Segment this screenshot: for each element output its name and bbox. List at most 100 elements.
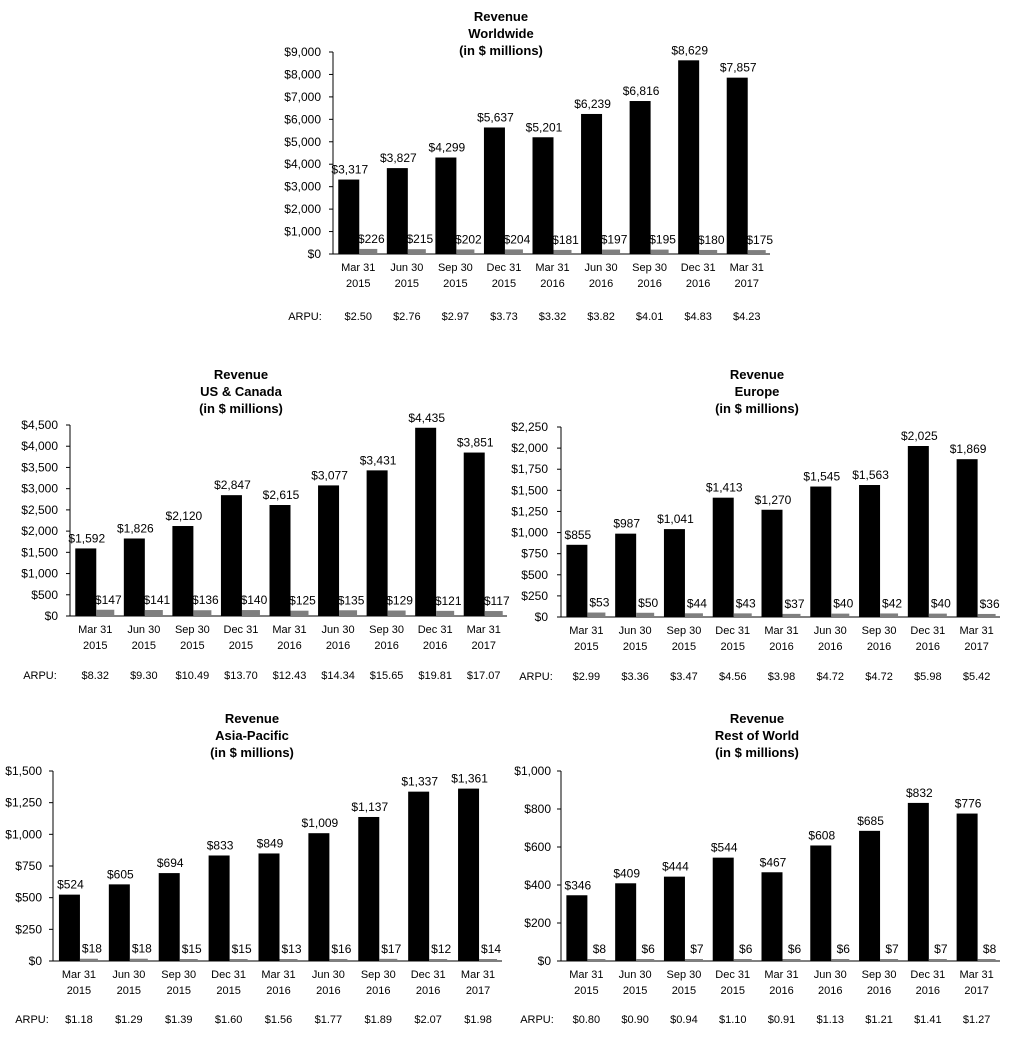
us-canada-x-tick-label: 2015 <box>180 640 204 652</box>
europe-bar-revenue-label: $2,025 <box>901 429 938 443</box>
worldwide-bar-secondary <box>359 248 378 254</box>
europe-bar-revenue <box>566 544 588 617</box>
europe-title-line: Revenue <box>730 367 784 382</box>
us-canada-y-tick-label: $1,000 <box>21 567 58 581</box>
europe-bar-revenue <box>761 509 783 617</box>
us-canada-bar-secondary <box>290 610 309 616</box>
rest-of-world-bar-secondary <box>831 959 850 961</box>
rest-of-world-arpu-value: $1.13 <box>817 1014 845 1026</box>
europe-bar-revenue-label: $1,041 <box>657 512 694 526</box>
asia-pacific-x-tick-label: 2016 <box>266 985 290 997</box>
asia-pacific-title-line: Revenue <box>225 711 279 726</box>
us-canada-bar-revenue <box>463 452 485 616</box>
asia-pacific-bar-secondary-label: $17 <box>381 942 401 956</box>
europe-x-tick-label: 2015 <box>672 641 696 653</box>
europe-bar-secondary-label: $44 <box>687 596 707 610</box>
us-canada-y-tick-label: $3,500 <box>21 460 58 474</box>
europe-x-tick-label: Mar 31 <box>959 625 993 637</box>
asia-pacific-bar-revenue-label: $1,009 <box>302 816 339 830</box>
asia-pacific-bar-secondary-label: $12 <box>431 942 451 956</box>
asia-pacific-bar-secondary-label: $16 <box>331 942 351 956</box>
worldwide-bar-revenue-label: $6,239 <box>574 97 611 111</box>
europe-y-tick-label: $1,250 <box>511 504 548 518</box>
worldwide-x-tick-label: 2016 <box>540 278 564 290</box>
asia-pacific-arpu-value: $1.29 <box>115 1014 143 1026</box>
worldwide-bar-secondary <box>407 249 426 254</box>
europe-bar-secondary-label: $40 <box>931 597 951 611</box>
us-canada-bar-revenue-label: $1,592 <box>68 531 105 545</box>
asia-pacific-bar-revenue <box>208 855 230 961</box>
worldwide-bar-revenue-label: $3,317 <box>331 163 368 177</box>
us-canada-bar-secondary-label: $140 <box>241 593 268 607</box>
us-canada-bar-secondary-label: $141 <box>143 593 170 607</box>
rest-of-world-x-tick-label: 2015 <box>672 985 696 997</box>
europe-y-tick-label: $250 <box>521 589 548 603</box>
us-canada-x-tick-label: Jun 30 <box>322 624 355 636</box>
worldwide-bar-secondary <box>747 250 766 254</box>
asia-pacific-bar-secondary <box>379 958 398 961</box>
us-canada-x-tick-label: 2015 <box>83 640 107 652</box>
europe-bar-revenue-label: $1,869 <box>950 442 987 456</box>
rest-of-world-x-tick-label: 2016 <box>769 985 793 997</box>
europe-bar-secondary <box>782 613 801 617</box>
europe-bar-revenue-label: $1,563 <box>852 468 889 482</box>
worldwide-bar-revenue <box>435 157 457 254</box>
asia-pacific-title-line: Asia-Pacific <box>215 728 289 743</box>
us-canada-bar-revenue <box>75 548 97 616</box>
europe-bar-secondary-label: $36 <box>980 597 1000 611</box>
us-canada-x-tick-label: Mar 31 <box>272 624 306 636</box>
us-canada-x-tick-label: 2016 <box>423 640 447 652</box>
rest-of-world-arpu-value: $0.80 <box>573 1014 601 1026</box>
rest-of-world-bar-revenue-label: $409 <box>613 866 640 880</box>
us-canada-bar-secondary-label: $135 <box>338 593 365 607</box>
asia-pacific-x-tick-label: 2016 <box>316 985 340 997</box>
asia-pacific-bar-secondary-label: $13 <box>281 942 301 956</box>
rest-of-world-bar-revenue <box>810 845 832 961</box>
worldwide-title-line: Revenue <box>474 9 528 24</box>
rest-of-world-bar-revenue-label: $544 <box>711 841 738 855</box>
worldwide-bar-revenue <box>581 113 603 254</box>
rest-of-world-x-tick-label: 2016 <box>916 985 940 997</box>
asia-pacific-arpu-value: $1.56 <box>265 1014 293 1026</box>
us-canada-bar-secondary <box>436 610 455 616</box>
asia-pacific-arpu-value: $1.60 <box>215 1014 243 1026</box>
rest-of-world-x-tick-label: 2015 <box>623 985 647 997</box>
asia-pacific-x-tick-label: Sep 30 <box>361 969 396 981</box>
europe-bar-secondary <box>636 612 655 617</box>
worldwide-bar-revenue-label: $5,637 <box>477 110 514 124</box>
asia-pacific-bar-secondary-label: $18 <box>82 942 102 956</box>
europe-y-tick-label: $1,500 <box>511 483 548 497</box>
worldwide-title-line: Worldwide <box>468 26 533 41</box>
asia-pacific-bar-secondary <box>329 958 348 961</box>
europe-bar-revenue <box>615 533 637 617</box>
worldwide-y-tick-label: $6,000 <box>284 112 321 126</box>
asia-pacific-title-line: (in $ millions) <box>210 745 294 760</box>
worldwide-bar-secondary-label: $226 <box>358 232 385 246</box>
rest-of-world-arpu-value: $1.21 <box>865 1014 893 1026</box>
us-canada-bar-secondary-label: $129 <box>386 594 413 608</box>
asia-pacific-x-tick-label: 2015 <box>117 985 141 997</box>
europe-bar-revenue <box>907 446 929 617</box>
us-canada-bar-revenue <box>318 485 340 616</box>
europe-arpu-value: $3.47 <box>670 671 698 683</box>
rest-of-world-arpu-value: $1.10 <box>719 1014 747 1026</box>
rest-of-world-x-tick-label: 2017 <box>964 985 988 997</box>
worldwide-y-tick-label: $0 <box>308 247 322 261</box>
worldwide-bar-secondary-label: $195 <box>649 233 676 247</box>
asia-pacific-x-tick-label: Jun 30 <box>312 969 345 981</box>
europe-bar-revenue <box>810 486 832 617</box>
worldwide-bar-revenue-label: $7,857 <box>720 61 757 75</box>
asia-pacific-x-tick-label: Jun 30 <box>112 969 145 981</box>
asia-pacific-y-tick-label: $1,250 <box>5 796 42 810</box>
rest-of-world-title-line: (in $ millions) <box>715 745 799 760</box>
asia-pacific-bar-revenue <box>108 884 130 961</box>
asia-pacific-y-tick-label: $1,500 <box>5 764 42 778</box>
rest-of-world-bar-revenue <box>712 857 734 961</box>
europe-arpu-label: ARPU: <box>519 671 553 683</box>
rest-of-world-bar-secondary <box>928 959 947 961</box>
us-canada-bar-secondary <box>144 610 163 616</box>
asia-pacific-x-tick-label: 2015 <box>166 985 190 997</box>
worldwide-x-tick-label: 2015 <box>346 278 370 290</box>
rest-of-world-bar-secondary-label: $6 <box>641 942 655 956</box>
worldwide-bar-revenue <box>629 101 651 254</box>
